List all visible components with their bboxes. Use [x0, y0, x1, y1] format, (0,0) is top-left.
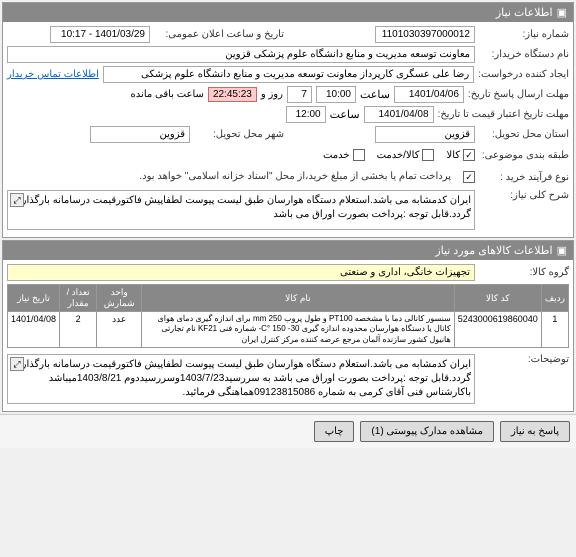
category-label: طبقه بندی موضوعی: [479, 150, 569, 161]
group-value: تجهیزات خانگی، اداری و صنعتی [7, 264, 475, 281]
validity-hour: 12:00 [286, 106, 326, 123]
remaining-days: 7 [287, 86, 312, 103]
notes-text: ایران کدمشابه می باشد.استعلام دستگاه هوا… [14, 359, 471, 398]
cat-service2-label: خدمت [323, 150, 350, 161]
validity-label: مهلت تاریخ اعتبار قیمت تا تاریخ: [438, 109, 569, 120]
cat-service2-checkbox[interactable]: خدمت [323, 149, 365, 161]
payment-note: پرداخت تمام یا بخشی از مبلغ خرید،از محل … [139, 170, 451, 184]
desc-text: ایران کدمشابه می باشد.استعلام دستگاه هوا… [14, 195, 471, 220]
need-number-label: شماره نیاز: [479, 29, 569, 40]
panel2-title: اطلاعات کالاهای مورد نیاز [435, 244, 552, 257]
expand-icon[interactable]: ⤢ [10, 357, 24, 371]
city-label: شهر محل تحویل: [194, 129, 284, 140]
province-label: استان محل تحویل: [479, 129, 569, 140]
cat-service-checkbox[interactable]: کالا/خدمت [377, 149, 435, 161]
cat-service-label: کالا/خدمت [377, 150, 420, 161]
requester-label: ایجاد کننده درخواست: [478, 69, 569, 80]
checkbox-icon [353, 149, 365, 161]
requester-value: رضا علی عسگری کارپرداز معاونت توسعه مدیر… [103, 66, 474, 83]
th-code: کد کالا [454, 285, 541, 312]
footer-buttons: پاسخ به نیاز مشاهده مدارک پیوستی (1) چاپ [0, 414, 576, 448]
notes-label: توضیحات: [479, 354, 569, 365]
th-name: نام کالا [142, 285, 455, 312]
city-value: قزوین [90, 126, 190, 143]
proc-checkbox[interactable]: ✓ [463, 171, 475, 183]
group-label: گروه کالا: [479, 267, 569, 278]
cell-date: 1401/04/08 [8, 312, 60, 348]
buyer-label: نام دستگاه خریدار: [479, 49, 569, 60]
panel1-header: ▣ اطلاعات نیاز [3, 3, 573, 22]
notes-textarea: ⤢ ایران کدمشابه می باشد.استعلام دستگاه ه… [7, 354, 475, 404]
print-button[interactable]: چاپ [314, 421, 355, 442]
th-date: تاریخ نیاز [8, 285, 60, 312]
validity-hour-label: ساعت [330, 108, 360, 121]
back-button[interactable]: پاسخ به نیاز [500, 421, 570, 442]
contact-link[interactable]: اطلاعات تماس خریدار [7, 69, 99, 80]
items-panel: ▣ اطلاعات کالاهای مورد نیاز گروه کالا: ت… [2, 240, 574, 412]
cat-goods-label: کالا [446, 150, 460, 161]
info-icon: ▣ [557, 244, 567, 257]
need-number-value: 1101030397000012 [375, 26, 475, 43]
remaining-time: 22:45:23 [208, 87, 257, 102]
expand-icon[interactable]: ⤢ [10, 193, 24, 207]
remaining-days-label: روز و [261, 89, 283, 100]
table-row[interactable]: 1 5243000619860040 سنسور کانالی دما با م… [8, 312, 569, 348]
remaining-suffix: ساعت باقی مانده [131, 89, 204, 100]
cell-name: سنسور کانالی دما با مشخصه PT100 و طول پر… [142, 312, 455, 348]
announce-label: تاریخ و ساعت اعلان عمومی: [154, 29, 284, 40]
buyer-value: معاونت توسعه مدیریت و منابع دانشگاه علوم… [7, 46, 475, 63]
checkbox-icon: ✓ [463, 171, 475, 183]
deadline-label: مهلت ارسال پاسخ تاریخ: [468, 89, 569, 100]
panel2-header: ▣ اطلاعات کالاهای مورد نیاز [3, 241, 573, 260]
validity-date: 1401/04/08 [364, 106, 434, 123]
cell-idx: 1 [541, 312, 568, 348]
deadline-hour: 10:00 [316, 86, 356, 103]
panel1-title: اطلاعات نیاز [496, 6, 553, 19]
deadline-date: 1401/04/06 [394, 86, 464, 103]
cell-code: 5243000619860040 [454, 312, 541, 348]
cat-goods-checkbox[interactable]: ✓ کالا [446, 149, 475, 161]
process-label: نوع فرآیند خرید : [479, 172, 569, 183]
th-idx: ردیف [541, 285, 568, 312]
checkbox-icon: ✓ [463, 149, 475, 161]
th-unit: واحد شمارش [97, 285, 142, 312]
attachments-button[interactable]: مشاهده مدارک پیوستی (1) [360, 421, 494, 442]
cell-qty: 2 [60, 312, 97, 348]
announce-value: 1401/03/29 - 10:17 [50, 26, 150, 43]
desc-label: شرح کلی نیاز: [479, 190, 569, 201]
items-table: ردیف کد کالا نام کالا واحد شمارش تعداد /… [7, 284, 569, 348]
checkbox-icon [422, 149, 434, 161]
desc-textarea: ⤢ ایران کدمشابه می باشد.استعلام دستگاه ه… [7, 190, 475, 230]
province-value: قزوین [375, 126, 475, 143]
th-qty: تعداد / مقدار [60, 285, 97, 312]
info-icon: ▣ [557, 6, 567, 19]
need-info-panel: ▣ اطلاعات نیاز شماره نیاز: 1101030397000… [2, 2, 574, 238]
cell-unit: عدد [97, 312, 142, 348]
deadline-hour-label: ساعت [360, 88, 390, 101]
